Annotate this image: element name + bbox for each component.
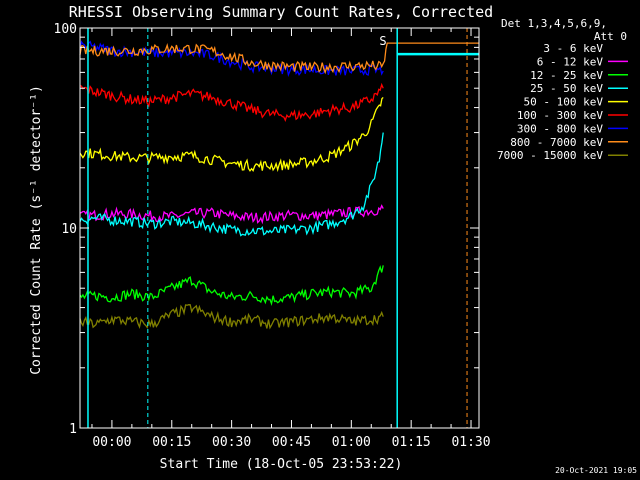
legend-label-2: 6 - 12 keV bbox=[537, 55, 604, 68]
series-line-2 bbox=[79, 204, 384, 225]
series-line-1 bbox=[79, 323, 384, 387]
series-line-8 bbox=[79, 42, 479, 75]
series-line-7 bbox=[79, 40, 384, 77]
x-tick-label-7: 01:30 bbox=[451, 435, 490, 450]
series-line-6 bbox=[79, 82, 384, 122]
y-axis-label: Corrected Count Rate (s⁻¹ detector⁻¹) bbox=[29, 85, 44, 375]
legend-label-4: 25 - 50 keV bbox=[530, 82, 603, 95]
y-tick-label-1: 1 bbox=[69, 422, 77, 437]
legend-label-3: 12 - 25 keV bbox=[530, 69, 603, 82]
detectors-label: Det 1,3,4,5,6,9, bbox=[501, 17, 607, 30]
x-tick-label-3: 00:30 bbox=[212, 435, 251, 450]
legend-label-9: 7000 - 15000 keV bbox=[497, 149, 603, 162]
timestamp: 20-Oct-2021 19:05 bbox=[555, 466, 637, 475]
series-line-4 bbox=[79, 132, 384, 237]
legend-label-8: 800 - 7000 keV bbox=[510, 136, 603, 149]
x-axis-label: Start Time (18-Oct-05 23:53:22) bbox=[160, 457, 403, 472]
series-line-3 bbox=[79, 265, 384, 306]
chart-title: RHESSI Observing Summary Count Rates, Co… bbox=[69, 3, 493, 21]
x-tick-label-2: 00:15 bbox=[152, 435, 191, 450]
y-tick-label-2: 10 bbox=[61, 222, 77, 237]
series-line-9 bbox=[79, 304, 384, 330]
x-tick-label-6: 01:15 bbox=[392, 435, 431, 450]
x-tick-label-1: 00:00 bbox=[92, 435, 131, 450]
x-tick-label-5: 01:00 bbox=[332, 435, 371, 450]
series-line-5 bbox=[79, 96, 384, 173]
legend-label-6: 100 - 300 keV bbox=[517, 109, 603, 122]
saa-marker: S bbox=[379, 34, 386, 48]
legend-label-7: 300 - 800 keV bbox=[517, 122, 603, 135]
x-tick-label-4: 00:45 bbox=[272, 435, 311, 450]
attenuator-label: Att 0 bbox=[594, 30, 627, 43]
legend-label-5: 50 - 100 keV bbox=[524, 96, 604, 109]
legend-label-1: 3 - 6 keV bbox=[543, 42, 603, 55]
plot-area: 00:00 00:15 00:30 00:45 01:00 01:15 01:30 1 10 10… bbox=[54, 22, 491, 450]
y-tick-label-3: 100 bbox=[54, 22, 77, 37]
